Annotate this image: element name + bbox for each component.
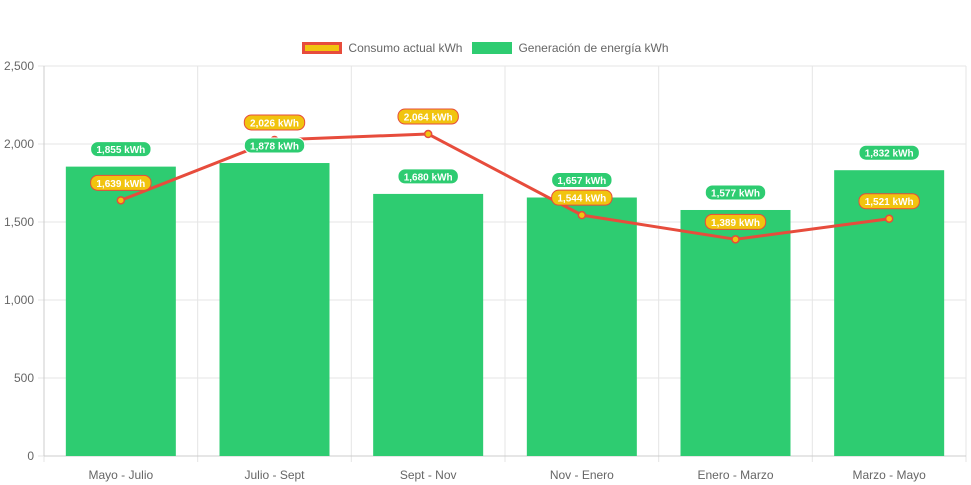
legend: Consumo actual kWh Generación de energía… — [0, 41, 971, 55]
legend-swatch-generacion — [472, 42, 513, 54]
x-tick-label: Sept - Nov — [400, 468, 457, 482]
x-tick-label: Nov - Enero — [550, 468, 614, 482]
legend-swatch-consumo — [302, 42, 343, 54]
x-tick-label: Marzo - Mayo — [852, 468, 926, 482]
bar — [373, 193, 484, 457]
line-data-label: 1,521 kWh — [865, 197, 914, 208]
bar-data-label-badge — [551, 172, 613, 189]
line-data-label: 1,389 kWh — [711, 218, 760, 229]
bar-data-label-badge — [243, 137, 306, 154]
bar — [680, 209, 791, 456]
line-data-label-badge — [243, 114, 306, 131]
line-data-label: 2,064 kWh — [404, 113, 453, 124]
x-tick-label: Enero - Marzo — [697, 468, 773, 482]
y-tick-label: 2,500 — [4, 59, 34, 73]
line-data-label-badge — [704, 213, 767, 230]
line-data-label: 1,544 kWh — [557, 194, 606, 205]
y-tick-label: 0 — [27, 449, 34, 463]
bar-data-label-badge — [704, 184, 767, 201]
y-tick-label: 500 — [14, 371, 34, 385]
bar-data-label: 1,657 kWh — [557, 176, 606, 187]
bar — [834, 170, 945, 456]
bar-data-label: 1,832 kWh — [865, 149, 914, 160]
bar-data-label: 1,577 kWh — [711, 188, 760, 199]
bar-data-label: 1,855 kWh — [96, 145, 145, 156]
legend-label-consumo: Consumo actual kWh — [348, 41, 463, 55]
bar-data-label: 1,680 kWh — [404, 172, 453, 183]
line-data-label: 2,026 kWh — [250, 118, 299, 129]
x-tick-label: Julio - Sept — [244, 468, 305, 482]
line-point — [731, 235, 740, 244]
line-data-label-badge — [858, 193, 920, 210]
bar-data-label-badge — [858, 144, 920, 161]
legend-item-generacion[interactable]: Generación de energía kWh — [472, 41, 669, 55]
line-data-label-badge — [551, 189, 613, 206]
bar-data-label-badge — [397, 168, 459, 185]
line-point — [116, 196, 126, 205]
y-tick-label: 1,000 — [4, 293, 34, 307]
bar — [219, 163, 330, 457]
bar — [526, 197, 637, 456]
bar-data-label-badge — [90, 141, 152, 158]
line-point — [423, 129, 433, 139]
y-tick-label: 1,500 — [4, 215, 34, 229]
line-data-label-badge — [90, 174, 152, 191]
bar-data-label: 1,878 kWh — [250, 142, 299, 153]
legend-item-consumo[interactable]: Consumo actual kWh — [302, 41, 462, 55]
line-data-label-badge — [397, 108, 459, 125]
line-point — [577, 210, 587, 220]
bar — [65, 166, 176, 456]
x-tick-label: Mayo - Julio — [88, 468, 153, 482]
legend-label-generacion: Generación de energía kWh — [518, 41, 669, 55]
y-tick-label: 2,000 — [4, 137, 34, 151]
line-point — [884, 214, 894, 223]
line-data-label: 1,639 kWh — [96, 179, 145, 190]
